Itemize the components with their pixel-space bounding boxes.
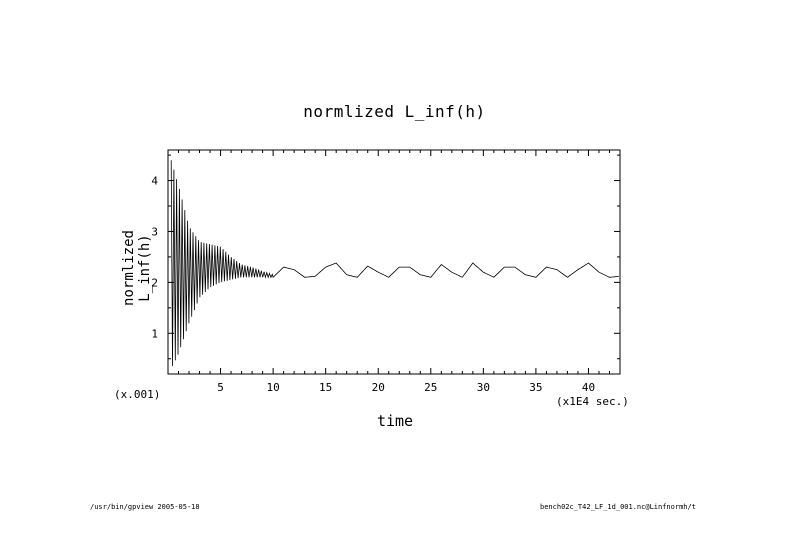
series-line bbox=[170, 160, 619, 367]
y-tick-label: 1 bbox=[151, 327, 158, 340]
y-scale-factor: (x.001) bbox=[114, 388, 161, 401]
y-tick-label: 4 bbox=[151, 175, 158, 188]
x-tick-label: 20 bbox=[372, 381, 385, 394]
footer-left: /usr/bin/gpview 2005-05-18 bbox=[90, 503, 200, 511]
x-tick-label: 40 bbox=[582, 381, 595, 394]
footer-right: bench02c_T42_LF_1d_001.nc@Linfnormh/t bbox=[540, 503, 696, 511]
x-tick-label: 5 bbox=[217, 381, 224, 394]
y-tick-label: 2 bbox=[151, 276, 158, 289]
x-tick-label: 30 bbox=[477, 381, 490, 394]
chart-title: normlized L_inf(h) bbox=[303, 102, 486, 121]
x-units-label: (x1E4 sec.) bbox=[556, 395, 629, 408]
plot-frame bbox=[167, 149, 621, 375]
x-tick-label: 25 bbox=[424, 381, 437, 394]
x-tick-label: 10 bbox=[266, 381, 279, 394]
x-tick-label: 35 bbox=[529, 381, 542, 394]
x-axis-label: time bbox=[376, 412, 414, 430]
y-tick-label: 3 bbox=[151, 225, 158, 238]
x-tick-label: 15 bbox=[319, 381, 332, 394]
